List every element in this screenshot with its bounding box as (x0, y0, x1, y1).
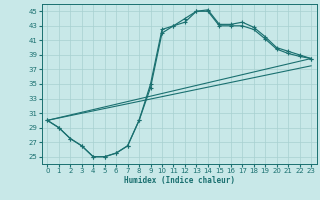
X-axis label: Humidex (Indice chaleur): Humidex (Indice chaleur) (124, 176, 235, 185)
